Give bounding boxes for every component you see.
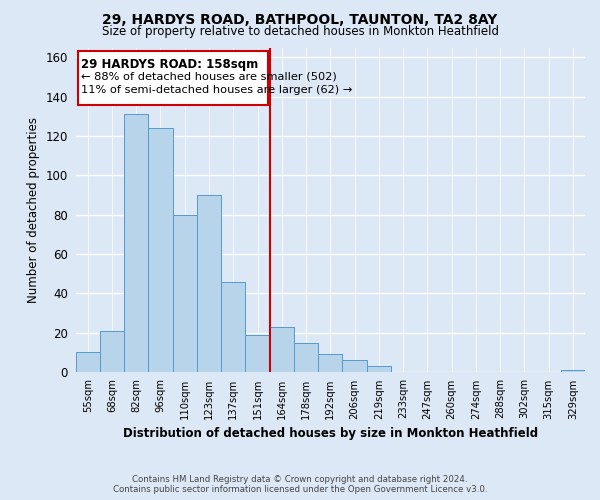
Bar	[318, 354, 343, 372]
Bar	[124, 114, 148, 372]
FancyBboxPatch shape	[77, 52, 268, 104]
Bar	[294, 342, 318, 372]
Text: 11% of semi-detached houses are larger (62) →: 11% of semi-detached houses are larger (…	[81, 85, 352, 95]
Text: Contains HM Land Registry data © Crown copyright and database right 2024.
Contai: Contains HM Land Registry data © Crown c…	[113, 474, 487, 494]
Text: Size of property relative to detached houses in Monkton Heathfield: Size of property relative to detached ho…	[101, 25, 499, 38]
Text: 29 HARDYS ROAD: 158sqm: 29 HARDYS ROAD: 158sqm	[81, 58, 259, 71]
Bar	[76, 352, 100, 372]
Bar	[245, 334, 269, 372]
Bar	[561, 370, 585, 372]
Y-axis label: Number of detached properties: Number of detached properties	[27, 117, 40, 303]
Text: 29, HARDYS ROAD, BATHPOOL, TAUNTON, TA2 8AY: 29, HARDYS ROAD, BATHPOOL, TAUNTON, TA2 …	[103, 12, 497, 26]
Text: ← 88% of detached houses are smaller (502): ← 88% of detached houses are smaller (50…	[81, 71, 337, 81]
Bar	[367, 366, 391, 372]
Bar	[173, 214, 197, 372]
Bar	[100, 330, 124, 372]
Bar	[197, 195, 221, 372]
Bar	[343, 360, 367, 372]
Bar	[269, 327, 294, 372]
Bar	[221, 282, 245, 372]
Bar	[148, 128, 173, 372]
X-axis label: Distribution of detached houses by size in Monkton Heathfield: Distribution of detached houses by size …	[123, 427, 538, 440]
